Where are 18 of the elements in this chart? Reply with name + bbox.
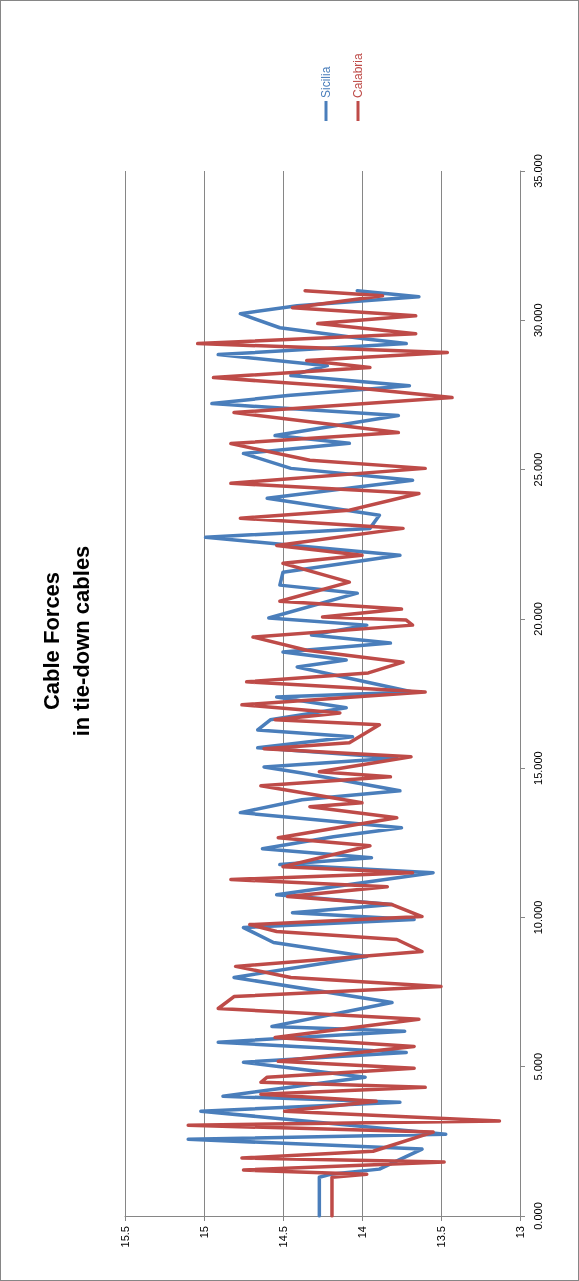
y-tick-label: 35.000 (531, 154, 544, 188)
y-tick-label: 0.000 (531, 1202, 544, 1230)
y-tick-label: 25.000 (531, 452, 544, 487)
x-tick-label: 14 (356, 1226, 368, 1239)
y-tick-label: 15.000 (531, 751, 544, 785)
y-tick-label: 10.000 (531, 900, 544, 935)
y-tick-label: 20.000 (531, 602, 544, 636)
y-tick-label: 5.000 (531, 1052, 544, 1081)
line-series (186, 288, 502, 1218)
x-tick-label: 13.5 (435, 1226, 447, 1248)
x-tick-label: 13 (514, 1226, 526, 1239)
x-tick-label: 14.5 (277, 1226, 289, 1248)
x-tick-label: 15.5 (119, 1226, 131, 1248)
x-tick-label: 15 (198, 1226, 210, 1239)
text: Cable Forces in tie-down cables (38, 545, 94, 737)
text: Calabria (351, 52, 365, 98)
text: Sicilia (319, 66, 333, 98)
y-tick-label: 30.000 (531, 303, 544, 338)
